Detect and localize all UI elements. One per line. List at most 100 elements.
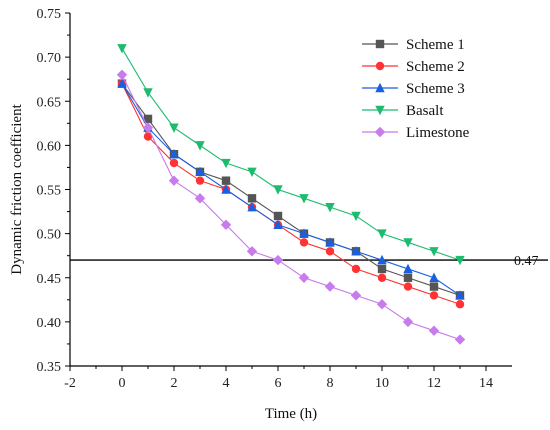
x-tick-label: 0 xyxy=(119,376,126,391)
data-point-limestone xyxy=(194,193,206,204)
data-point-scheme-2 xyxy=(169,158,179,168)
data-point-scheme-3 xyxy=(273,219,283,229)
legend-marker-scheme-2 xyxy=(375,61,385,71)
data-point-scheme-3 xyxy=(351,246,361,256)
legend-item-basalt: Basalt xyxy=(362,103,444,119)
series-line-scheme-3 xyxy=(121,83,461,296)
data-point-basalt xyxy=(247,167,257,178)
data-point-basalt xyxy=(299,194,309,204)
data-point-limestone xyxy=(454,334,466,345)
y-tick-label: 0.40 xyxy=(37,316,62,331)
y-tick-label: 0.70 xyxy=(37,51,62,66)
y-tick-label: 0.55 xyxy=(37,184,62,199)
data-point-limestone xyxy=(402,316,414,328)
data-point-scheme-3 xyxy=(247,201,257,212)
series-layer xyxy=(116,44,466,345)
legend-label-scheme-2: Scheme 2 xyxy=(406,59,465,75)
data-point-limestone xyxy=(168,175,180,186)
x-tick-label: 4 xyxy=(223,376,230,391)
y-tick-label: 0.35 xyxy=(37,360,62,375)
x-tick-label: 12 xyxy=(427,376,441,391)
legend-label-scheme-3: Scheme 3 xyxy=(406,81,465,97)
reference-line-label: 0.47 xyxy=(514,254,539,269)
data-point-basalt xyxy=(117,44,127,54)
legend-item-scheme-2: Scheme 2 xyxy=(362,59,465,75)
x-tick-label: 10 xyxy=(375,376,389,391)
legend-label-basalt: Basalt xyxy=(406,103,444,119)
data-point-scheme-2 xyxy=(455,300,465,309)
legend-marker-basalt xyxy=(375,105,385,116)
data-point-scheme-3 xyxy=(195,166,205,177)
data-point-scheme-1 xyxy=(143,114,153,124)
series-line-basalt xyxy=(121,48,461,261)
data-point-scheme-3 xyxy=(455,290,465,300)
data-point-scheme-3 xyxy=(377,254,387,265)
legend-marker-scheme-3 xyxy=(375,82,385,93)
data-point-limestone xyxy=(428,325,440,336)
legend-label-scheme-1: Scheme 1 xyxy=(406,37,465,53)
data-point-basalt xyxy=(325,202,335,213)
data-point-scheme-1 xyxy=(403,273,413,282)
legend-item-scheme-1: Scheme 1 xyxy=(362,37,465,53)
data-point-scheme-1 xyxy=(273,211,283,221)
data-point-basalt xyxy=(221,158,231,169)
data-point-scheme-3 xyxy=(169,149,179,159)
data-point-scheme-3 xyxy=(403,263,413,274)
x-tick-label: 2 xyxy=(171,376,178,391)
data-point-scheme-2 xyxy=(377,273,387,282)
data-point-scheme-2 xyxy=(195,176,205,185)
data-point-scheme-2 xyxy=(299,238,309,247)
series-basalt xyxy=(117,44,465,266)
data-point-basalt xyxy=(455,255,465,266)
data-point-limestone xyxy=(220,219,232,230)
data-point-basalt xyxy=(169,123,179,133)
legend-label-limestone: Limestone xyxy=(406,125,470,141)
data-point-scheme-2 xyxy=(429,291,439,300)
data-point-scheme-1 xyxy=(247,194,257,203)
x-tick-label: 8 xyxy=(327,376,334,391)
series-line-limestone xyxy=(121,74,461,341)
data-point-limestone xyxy=(116,69,128,80)
data-point-scheme-2 xyxy=(403,282,413,291)
data-point-scheme-3 xyxy=(299,228,309,238)
y-tick-label: 0.45 xyxy=(37,272,62,287)
y-tick-label: 0.75 xyxy=(37,7,62,22)
data-point-limestone xyxy=(272,254,284,266)
data-point-scheme-3 xyxy=(221,184,231,194)
data-point-scheme-3 xyxy=(429,272,439,282)
data-point-limestone xyxy=(324,281,336,292)
data-point-scheme-3 xyxy=(325,237,335,247)
x-tick-label: 6 xyxy=(275,376,282,391)
legend-item-limestone: Limestone xyxy=(362,125,470,141)
data-point-basalt xyxy=(351,211,361,222)
data-point-scheme-3 xyxy=(117,78,127,88)
data-point-basalt xyxy=(195,141,205,151)
data-point-limestone xyxy=(298,272,310,283)
legend-item-scheme-3: Scheme 3 xyxy=(362,81,465,97)
series-line-scheme-2 xyxy=(121,83,461,305)
legend-marker-scheme-1 xyxy=(375,39,385,49)
data-point-scheme-1 xyxy=(429,282,439,291)
y-tick-label: 0.50 xyxy=(37,228,62,243)
y-axis-title: Dynamic friction coefficient xyxy=(9,103,25,274)
x-tick-label: -2 xyxy=(64,376,76,391)
data-point-limestone xyxy=(246,246,258,257)
data-point-scheme-2 xyxy=(351,264,361,274)
data-point-basalt xyxy=(403,238,413,248)
x-axis-title: Time (h) xyxy=(265,406,317,422)
data-point-scheme-1 xyxy=(377,264,387,274)
data-point-limestone xyxy=(376,299,388,310)
data-point-basalt xyxy=(429,247,439,257)
x-tick-label: 14 xyxy=(479,376,493,391)
data-point-basalt xyxy=(273,185,283,195)
data-point-limestone xyxy=(142,122,154,133)
axes-layer: -2 0 2 4 6 8 10 12 14 0.35 0.40 0.45 0.50 0.55 0.60 0.6… xyxy=(37,7,512,391)
y-tick-label: 0.65 xyxy=(37,95,62,110)
legend: Scheme 1 Scheme 2 Scheme 3 Basalt Limestone xyxy=(362,37,470,141)
data-point-limestone xyxy=(350,290,362,301)
data-point-scheme-2 xyxy=(325,247,335,256)
data-point-basalt xyxy=(377,229,387,239)
data-point-basalt xyxy=(143,88,153,98)
y-tick-label: 0.60 xyxy=(37,139,62,154)
